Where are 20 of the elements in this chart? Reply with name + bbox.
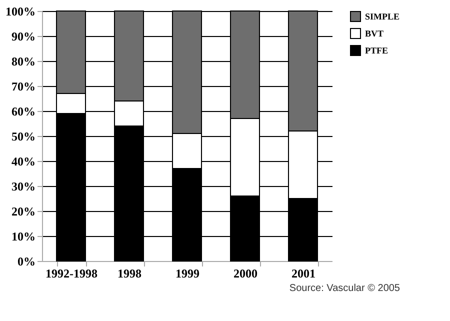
x-tick-label: 1992-1998 xyxy=(46,266,98,280)
y-tick-label: 0% xyxy=(18,254,36,268)
y-tick-label: 30% xyxy=(12,180,36,194)
y-tick-label: 80% xyxy=(12,54,36,68)
source-note: Source: Vascular © 2005 xyxy=(289,283,400,294)
y-tick-label: 10% xyxy=(12,230,36,244)
y-tick-label: 20% xyxy=(12,204,36,218)
x-tick-label: 2001 xyxy=(292,266,316,280)
y-tick-label: 50% xyxy=(12,130,36,144)
y-tick-label: 70% xyxy=(12,80,36,94)
x-tick-label: 2000 xyxy=(234,266,258,280)
x-tick-label: 1998 xyxy=(118,266,142,280)
y-tick-label: 100% xyxy=(6,4,36,18)
legend-label: BVT xyxy=(365,28,384,38)
legend-label: SIMPLE xyxy=(365,12,400,22)
y-tick-label: 40% xyxy=(12,154,36,168)
legend-label: PTFE xyxy=(365,46,388,56)
x-tick-label: 1999 xyxy=(176,266,200,280)
y-tick-label: 60% xyxy=(12,104,36,118)
y-tick-label: 90% xyxy=(12,30,36,44)
